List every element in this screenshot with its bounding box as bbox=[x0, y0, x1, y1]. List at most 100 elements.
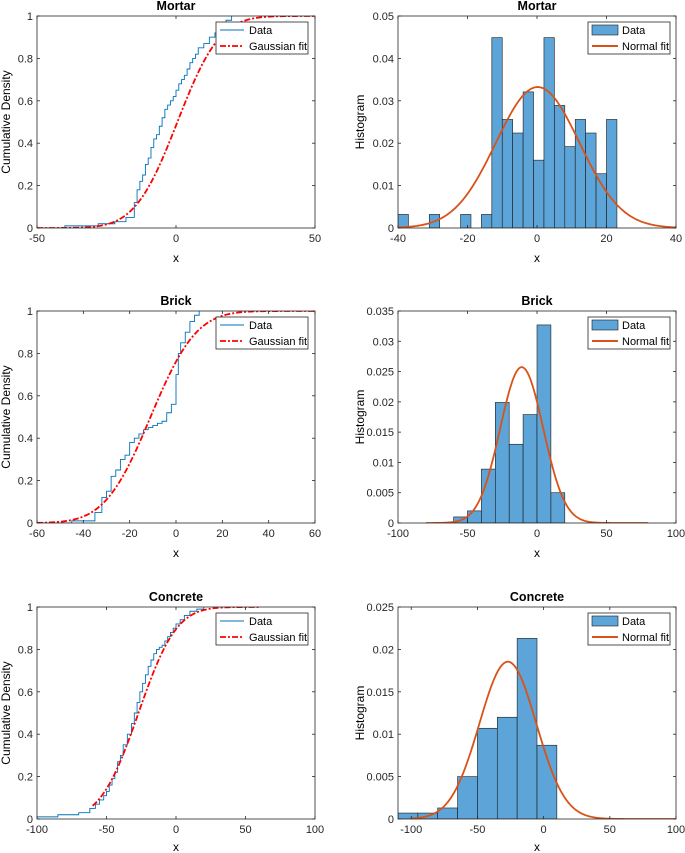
x-tick-label: 50 bbox=[309, 233, 321, 245]
histogram-bar bbox=[508, 443, 524, 523]
y-tick-label: 0 bbox=[27, 223, 33, 235]
y-axis-label: Histogram bbox=[353, 686, 367, 741]
histogram-bar bbox=[585, 132, 597, 228]
y-tick-label: 0.6 bbox=[18, 687, 33, 699]
legend-label-fit: Normal fit bbox=[622, 632, 669, 644]
y-tick-label: 0.4 bbox=[18, 729, 33, 741]
y-axis-label: Histogram bbox=[353, 95, 367, 150]
histogram-bar bbox=[522, 414, 538, 523]
series-group bbox=[37, 16, 315, 228]
y-tick-label: 0.015 bbox=[366, 427, 394, 439]
x-tick-label: 0 bbox=[173, 233, 179, 245]
y-tick-label: 0.6 bbox=[18, 96, 33, 108]
histogram-bar bbox=[460, 214, 472, 228]
x-axis-label: x bbox=[173, 840, 179, 853]
x-tick-label: 50 bbox=[600, 528, 612, 540]
axes-box bbox=[397, 606, 677, 820]
plot-area: -40 -20 0 20 40 0 0.01 0.02 0.03 0.04 0.05 bbox=[373, 11, 683, 245]
x-tick-label: 100 bbox=[667, 528, 685, 540]
y-tick-label: 0.8 bbox=[18, 348, 33, 360]
y-tick-label: 0.025 bbox=[366, 602, 394, 614]
y-tick-label: 0.4 bbox=[18, 433, 33, 445]
histogram-bar bbox=[512, 132, 524, 228]
y-tick-label: 0 bbox=[27, 814, 33, 826]
y-tick-label: 0.015 bbox=[366, 687, 394, 699]
x-tick-label: 100 bbox=[667, 824, 685, 836]
y-axis-label: Histogram bbox=[353, 390, 367, 445]
y-tick-label: 0.01 bbox=[373, 729, 394, 741]
x-tick-label: -100 bbox=[400, 824, 422, 836]
data-step-line bbox=[37, 16, 233, 228]
x-tick-label: -50 bbox=[29, 233, 45, 245]
fit-curve bbox=[92, 607, 260, 807]
histogram-bar bbox=[564, 146, 576, 228]
legend-label-fit: Gaussian fit bbox=[249, 41, 307, 53]
series-group bbox=[398, 37, 676, 228]
y-tick-label: 0.02 bbox=[373, 397, 394, 409]
histogram-bar bbox=[554, 105, 566, 228]
y-tick-label: 0.025 bbox=[366, 367, 394, 379]
y-tick-label: 0.02 bbox=[373, 644, 394, 656]
legend-swatch-data bbox=[591, 319, 619, 331]
x-tick-label: -100 bbox=[387, 528, 409, 540]
legend-swatch-data bbox=[591, 615, 619, 627]
plot-area: -100 -50 0 50 100 0 0.005 0.01 0.015 0.02 0.025 0.0… bbox=[366, 306, 685, 540]
x-tick-label: 40 bbox=[263, 528, 275, 540]
y-tick-label: 0 bbox=[388, 518, 394, 530]
data-step-line bbox=[37, 311, 200, 523]
y-tick-label: 0.03 bbox=[373, 336, 394, 348]
chart-title: Brick bbox=[160, 294, 191, 308]
legend-label-data: Data bbox=[622, 25, 646, 37]
y-tick-label: 0.005 bbox=[366, 488, 394, 500]
histogram-bar bbox=[398, 214, 409, 228]
y-tick-label: 0.02 bbox=[373, 138, 394, 150]
legend: Data Normal fit bbox=[587, 612, 671, 646]
histogram-bar bbox=[543, 37, 555, 228]
histogram-bar bbox=[522, 91, 534, 228]
legend: Data Gaussian fit bbox=[215, 21, 309, 55]
legend-swatch-data bbox=[591, 24, 619, 36]
chart-title: Concrete bbox=[149, 590, 203, 604]
legend: Data Gaussian fit bbox=[215, 612, 309, 646]
x-tick-label: -100 bbox=[26, 824, 48, 836]
y-tick-label: 0.005 bbox=[366, 772, 394, 784]
legend-box bbox=[215, 612, 309, 646]
x-tick-label: -20 bbox=[122, 528, 138, 540]
legend-label-data: Data bbox=[622, 320, 646, 332]
x-tick-label: -50 bbox=[469, 824, 485, 836]
x-tick-label: -50 bbox=[460, 528, 476, 540]
legend-label-data: Data bbox=[622, 616, 646, 628]
y-tick-label: 0.2 bbox=[18, 181, 33, 193]
y-tick-label: 0.8 bbox=[18, 53, 33, 65]
legend-label-data: Data bbox=[249, 320, 273, 332]
legend: Data Normal fit bbox=[587, 316, 671, 350]
x-tick-label: 0 bbox=[173, 824, 179, 836]
plot-area: -60 -40 -20 0 20 40 60 0 0.2 0.4 0.6 0.8 1 bbox=[18, 306, 321, 540]
fit-curve bbox=[398, 86, 676, 228]
series-group bbox=[425, 324, 649, 523]
x-tick-label: 100 bbox=[306, 824, 324, 836]
x-tick-label: 40 bbox=[670, 233, 682, 245]
x-tick-label: 60 bbox=[309, 528, 321, 540]
y-tick-label: 1 bbox=[27, 306, 33, 318]
fit-curve bbox=[37, 16, 315, 228]
legend: Data Normal fit bbox=[587, 21, 671, 55]
legend-label-fit: Normal fit bbox=[622, 41, 669, 53]
histogram-bar bbox=[481, 214, 493, 228]
x-tick-label: 0 bbox=[534, 233, 540, 245]
x-axis-label: x bbox=[534, 251, 540, 265]
histogram-bar bbox=[550, 492, 566, 523]
y-tick-label: 1 bbox=[27, 11, 33, 23]
chart-title: Mortar bbox=[518, 0, 557, 13]
legend-label-data: Data bbox=[249, 616, 273, 628]
panel-brick-histogram: Brick x Histogram -100 -50 0 50 100 0 0.005 0.0… bbox=[353, 294, 685, 560]
y-tick-label: 0.2 bbox=[18, 772, 33, 784]
x-axis-label: x bbox=[173, 546, 179, 560]
x-axis-label: x bbox=[534, 840, 540, 853]
plot-area: -100 -50 0 50 100 0 0.005 0.01 0.015 0.02 0.025 bbox=[366, 602, 685, 836]
x-tick-label: 50 bbox=[604, 824, 616, 836]
histogram-bar bbox=[533, 159, 545, 228]
chart-title: Concrete bbox=[510, 590, 564, 604]
